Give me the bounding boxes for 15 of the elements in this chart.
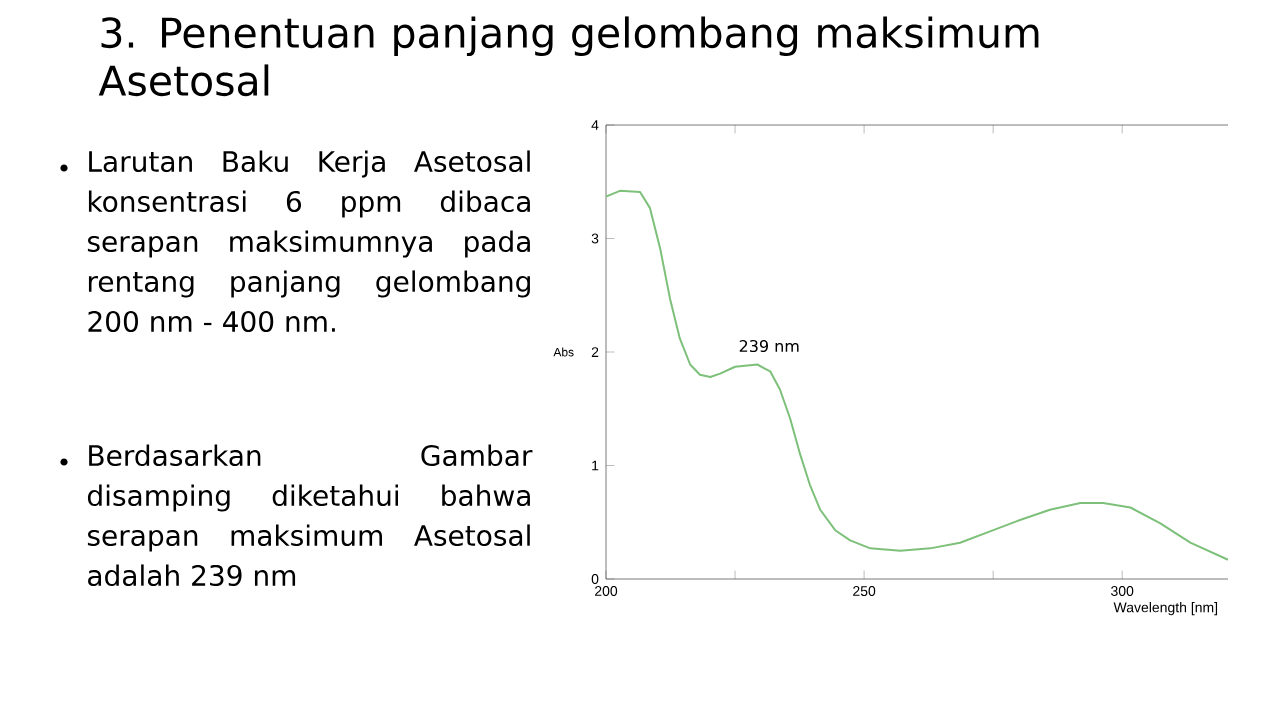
line-series	[606, 189, 1229, 561]
y-tick-label: 3	[591, 233, 599, 244]
x-tick-label: 200	[595, 586, 618, 596]
text: Berdasarkan Gambar disamping diketahui bahwa serapan maksimum Asetosal adalah 239 nm	[87, 444, 533, 587]
x-tick-label: 250	[853, 586, 876, 596]
text: Larutan Baku Kerja Asetosal konsentrasi 6 ppm dibaca serapan maksimumnya pada rentang panjang gelombang 200 nm - 400 nm.	[87, 150, 530, 333]
y-tick-label: 0	[591, 574, 599, 584]
chart-title: 3. Penentuan panjang gelombang maksimum Asetosal	[98, 16, 1039, 97]
y-tick-label: 1	[592, 460, 599, 471]
annotation: 239 nm	[739, 339, 799, 353]
y-tick-label: 2	[591, 347, 599, 357]
y-axis-title: Abs	[553, 347, 574, 357]
x-axis-title: Wavelength [nm]	[1113, 602, 1218, 616]
y-tick-label: 4	[591, 120, 599, 130]
x-tick-label: 300	[1111, 586, 1134, 596]
